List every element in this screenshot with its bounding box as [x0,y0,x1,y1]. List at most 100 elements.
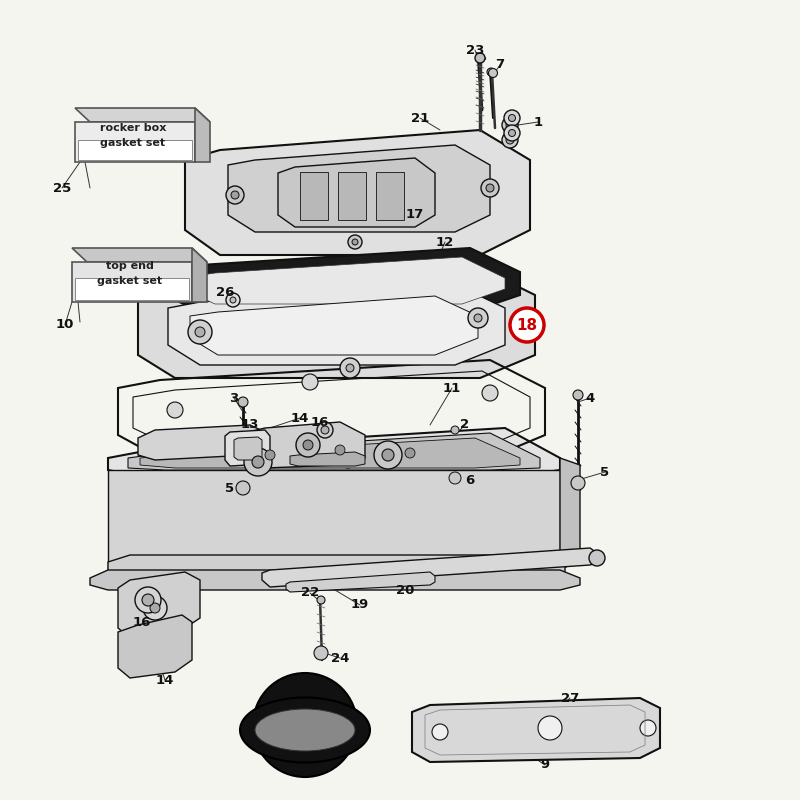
Circle shape [451,426,459,434]
Circle shape [482,385,498,401]
Polygon shape [108,555,565,578]
Circle shape [382,449,394,461]
Ellipse shape [255,709,355,751]
Circle shape [640,720,656,736]
Circle shape [230,297,236,303]
Text: 7: 7 [495,58,505,71]
Text: top end: top end [106,261,154,271]
Polygon shape [72,248,207,262]
Circle shape [265,450,275,460]
Polygon shape [108,428,560,478]
Polygon shape [168,284,505,365]
Circle shape [432,724,448,740]
Text: 11: 11 [443,382,461,394]
Text: 23: 23 [466,43,484,57]
Polygon shape [182,257,505,304]
Circle shape [321,426,329,434]
Circle shape [135,587,161,613]
Polygon shape [228,145,490,232]
Polygon shape [118,615,192,678]
Circle shape [573,390,583,400]
Circle shape [504,110,520,126]
Text: 12: 12 [436,235,454,249]
Circle shape [340,358,360,378]
Circle shape [374,441,402,469]
Circle shape [236,481,250,495]
Circle shape [244,448,272,476]
Text: 6: 6 [466,474,474,486]
Polygon shape [278,158,435,227]
Circle shape [340,452,356,468]
Text: gasket set: gasket set [101,138,166,148]
Text: 4: 4 [586,391,594,405]
Polygon shape [234,437,262,460]
Text: 8: 8 [255,742,265,754]
Circle shape [481,179,499,197]
Circle shape [589,550,605,566]
Polygon shape [75,108,210,122]
Text: 14: 14 [156,674,174,686]
Polygon shape [138,268,535,378]
Circle shape [502,132,518,148]
Polygon shape [192,248,207,302]
Circle shape [506,136,514,144]
Polygon shape [300,172,328,220]
Circle shape [231,191,239,199]
Text: 14: 14 [291,411,309,425]
Text: 3: 3 [230,391,238,405]
Polygon shape [140,438,520,468]
Circle shape [317,422,333,438]
Text: 16: 16 [311,415,329,429]
Polygon shape [190,296,478,355]
Circle shape [150,603,160,613]
Ellipse shape [240,698,370,762]
Circle shape [538,716,562,740]
Circle shape [296,433,320,457]
Polygon shape [286,572,435,592]
Circle shape [143,596,167,620]
Circle shape [474,314,482,322]
Polygon shape [248,422,365,468]
Circle shape [303,440,313,450]
Polygon shape [128,433,540,470]
Polygon shape [185,130,530,255]
Text: 2: 2 [461,418,470,431]
Circle shape [475,53,485,63]
Circle shape [487,68,495,76]
Polygon shape [108,470,560,570]
Polygon shape [165,248,520,312]
Polygon shape [412,698,660,762]
Text: 1: 1 [534,115,542,129]
Circle shape [302,374,318,390]
Text: 21: 21 [411,111,429,125]
Text: 22: 22 [301,586,319,599]
Circle shape [238,397,248,407]
Text: 25: 25 [53,182,71,194]
Circle shape [571,476,585,490]
Text: rocker box: rocker box [100,123,166,133]
Circle shape [226,186,244,204]
Circle shape [317,596,325,604]
Text: 17: 17 [406,209,424,222]
Circle shape [504,125,520,141]
Polygon shape [78,140,192,160]
Circle shape [506,121,514,129]
Text: 9: 9 [541,758,550,771]
Polygon shape [75,278,189,300]
Circle shape [188,320,212,344]
Circle shape [486,184,494,192]
Polygon shape [72,262,192,302]
Polygon shape [560,458,580,570]
Circle shape [348,235,362,249]
Text: 13: 13 [241,418,259,431]
Circle shape [468,308,488,328]
Circle shape [142,594,154,606]
Polygon shape [90,570,580,590]
Polygon shape [75,122,195,162]
Circle shape [167,402,183,418]
Circle shape [252,456,264,468]
Polygon shape [225,430,270,466]
Text: 27: 27 [561,691,579,705]
Circle shape [314,646,328,660]
Text: 5: 5 [601,466,610,478]
